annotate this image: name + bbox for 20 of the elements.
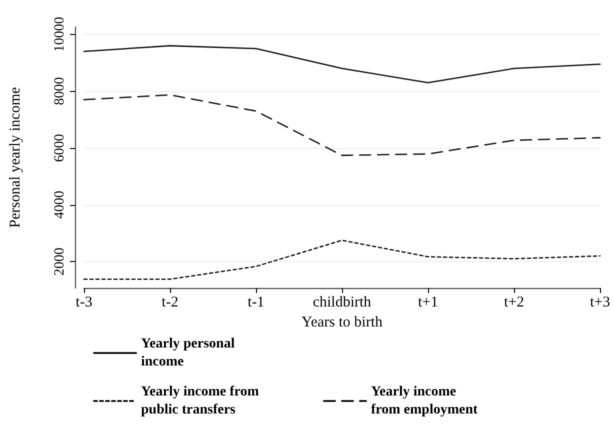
x-tick-label: childbirth — [312, 294, 372, 310]
x-tick-label: t-2 — [162, 294, 178, 310]
y-tick-label: 2000 — [52, 248, 68, 276]
y-tick-label: 6000 — [52, 134, 68, 162]
x-tick-label: t+3 — [590, 294, 610, 310]
x-tick-label: t+1 — [418, 294, 438, 310]
x-tick-label: t+2 — [504, 294, 524, 310]
legend-label: Yearly income from employment — [371, 384, 478, 418]
legend-label: Yearly personal income — [141, 336, 238, 370]
y-tick-label: 10000 — [52, 16, 68, 52]
line-series — [83, 94, 601, 156]
y-axis-title: Personal yearly income — [8, 86, 24, 228]
legend-label: Yearly income from public transfers — [141, 384, 262, 418]
y-tick-label: 8000 — [52, 77, 68, 106]
line-series — [83, 240, 601, 280]
x-axis-title: Years to birth — [302, 314, 383, 330]
x-tick-label: t-3 — [76, 294, 92, 310]
x-tick-label: t-1 — [248, 294, 264, 310]
line-series — [83, 45, 601, 84]
y-tick-label: 4000 — [52, 190, 68, 219]
